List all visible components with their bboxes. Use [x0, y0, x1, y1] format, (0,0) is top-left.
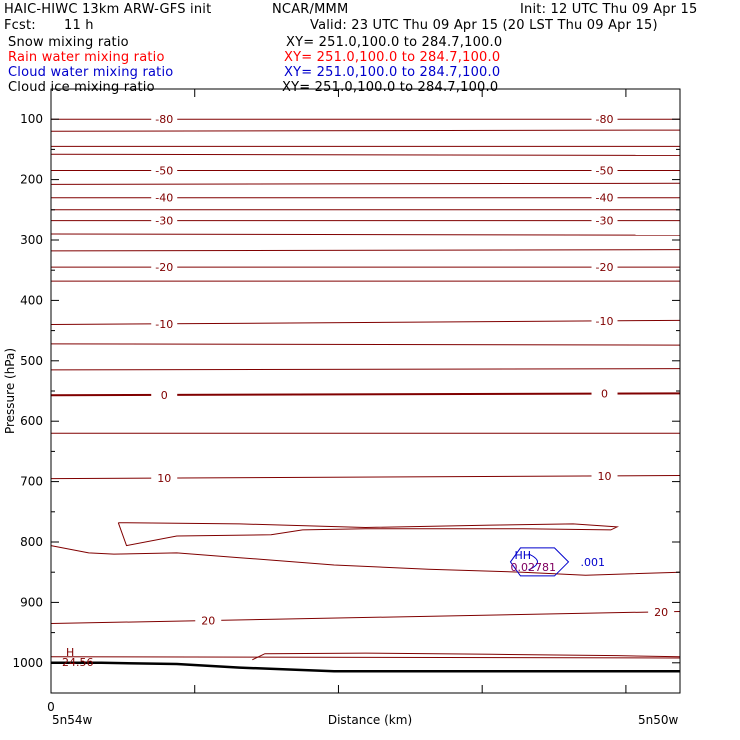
- isotherm-labels: -80 -80 -50 -50 -40 -40 -30 -30 -20 -20 -10 -10 0 0 10…: [62, 113, 675, 669]
- isotherm-label-bg: [151, 191, 178, 204]
- isotherm-line: [50, 343, 681, 346]
- cloud-region: .001 HH0.02781: [50, 522, 681, 661]
- temperature-max-value: 24.56: [62, 656, 94, 669]
- x-start-label: 5n54w: [52, 713, 93, 727]
- isotherm-label-bg: [591, 214, 618, 227]
- isotherm-line-20: [50, 610, 681, 625]
- cloud-water-inner-contour: [528, 553, 538, 571]
- field-xy-cloud-ice: XY= 251.0,100.0 to 284.7,100.0: [282, 80, 499, 95]
- isotherm-label: 20: [201, 615, 215, 628]
- isotherm-label-bg: [195, 614, 222, 627]
- isotherm-label-bg: [151, 388, 178, 401]
- isotherm-label: -40: [596, 192, 614, 205]
- isotherm-label: -20: [155, 261, 173, 274]
- isotherm-label: 10: [598, 470, 612, 483]
- isotherm-label: 0: [601, 388, 608, 401]
- isotherm-label-bg: [151, 472, 178, 485]
- isotherm-label: -40: [155, 192, 173, 205]
- field-xy-cloud-water: XY= 251.0,100.0 to 284.7,100.0: [284, 65, 501, 80]
- isotherm-line: [50, 129, 681, 132]
- field-name-cloud-ice: Cloud ice mixing ratio: [8, 80, 155, 95]
- isotherm-label-bg: [591, 261, 618, 274]
- isotherm-label: -80: [596, 113, 614, 126]
- isotherm-label: 20: [654, 606, 668, 619]
- isotherm-label-bg: [151, 317, 178, 330]
- isotherm-line: [50, 368, 681, 371]
- isotherm-label-bg: [591, 191, 618, 204]
- isotherm-label-bg: [151, 164, 178, 177]
- x-axis-label: Distance (km): [328, 713, 412, 727]
- isotherm-label-bg: [151, 261, 178, 274]
- center-label: NCAR/MMM: [272, 2, 349, 17]
- isotherm-label-bg: [648, 605, 675, 618]
- cloud-water-max-value: 0.02781: [510, 561, 555, 574]
- cloud-contour-upper: [117, 522, 620, 547]
- y-tick-label: 700: [20, 475, 43, 489]
- y-tick-label: 300: [20, 233, 43, 247]
- isotherm-label: -10: [155, 318, 173, 331]
- isotherm-label-bg: [591, 113, 618, 126]
- isotherm-label-bg: [151, 214, 178, 227]
- y-tick-label: 500: [20, 354, 43, 368]
- isotherm-label: 10: [157, 472, 171, 485]
- isotherm-label-bg: [591, 469, 618, 482]
- isotherm-line: [50, 249, 681, 252]
- y-axis-label: Pressure (hPa): [3, 348, 17, 434]
- forecast-hour: 11 h: [64, 18, 94, 33]
- isotherm-label: -80: [155, 113, 173, 126]
- near-surface-contour: [252, 652, 681, 661]
- isotherm-line--10: [50, 319, 681, 326]
- isotherm-label: -20: [596, 261, 614, 274]
- isotherm-label-bg: [591, 314, 618, 327]
- isotherm-line: [50, 656, 681, 659]
- isotherm-line-0: [50, 392, 681, 397]
- isotherm-line-10: [50, 475, 681, 480]
- cloud-water-contour-label: .001: [580, 556, 605, 569]
- forecast-label: Fcst:: [4, 18, 36, 33]
- isotherm-label: -30: [596, 215, 614, 228]
- init-time: Init: 12 UTC Thu 09 Apr 15: [520, 2, 698, 17]
- model-title: HAIC-HIWC 13km ARW-GFS init: [4, 2, 212, 17]
- isotherm-label-bg: [151, 113, 178, 126]
- temperature-max-marker: H: [66, 646, 74, 659]
- y-tick-label: 900: [20, 595, 43, 609]
- isotherm-label: -30: [155, 215, 173, 228]
- isotherm-line: [50, 153, 681, 156]
- field-name-cloud-water: Cloud water mixing ratio: [8, 65, 174, 80]
- cloud-water-contour: [509, 547, 570, 577]
- y-tick-label: 600: [20, 414, 43, 428]
- y-tick-label: 1000: [12, 656, 43, 670]
- isotherm-line: [50, 182, 681, 185]
- y-tick-label: 400: [20, 293, 43, 307]
- isotherm-label: -10: [596, 315, 614, 328]
- field-xy-snow: XY= 251.0,100.0 to 284.7,100.0: [286, 35, 503, 50]
- y-tick-label: 800: [20, 535, 43, 549]
- isotherm-lines: [50, 118, 681, 659]
- field-xy-rain: XY= 251.0,100.0 to 284.7,100.0: [284, 50, 501, 65]
- isotherm-label: -50: [596, 165, 614, 178]
- isotherm-line: [50, 233, 681, 236]
- x-tick-label: 0: [47, 700, 55, 714]
- plot-frame: [50, 88, 681, 694]
- valid-time: Valid: 23 UTC Thu 09 Apr 15 (20 LST Thu …: [310, 18, 658, 33]
- field-name-snow: Snow mixing ratio: [8, 35, 129, 50]
- surface-pressure-line: [51, 661, 680, 673]
- cloud-water-max-marker: HH: [514, 549, 531, 562]
- isotherm-label: -50: [155, 165, 173, 178]
- y-tick-label: 200: [20, 173, 43, 187]
- field-name-rain: Rain water mixing ratio: [8, 50, 165, 65]
- surface-pressure: [51, 661, 680, 673]
- isotherm-label-bg: [591, 164, 618, 177]
- cloud-contour-lower: [50, 545, 681, 576]
- isotherm-label: 0: [161, 389, 168, 402]
- x-end-label: 5n50w: [638, 713, 679, 727]
- y-tick-label: 100: [20, 112, 43, 126]
- isotherm-label-bg: [591, 387, 618, 400]
